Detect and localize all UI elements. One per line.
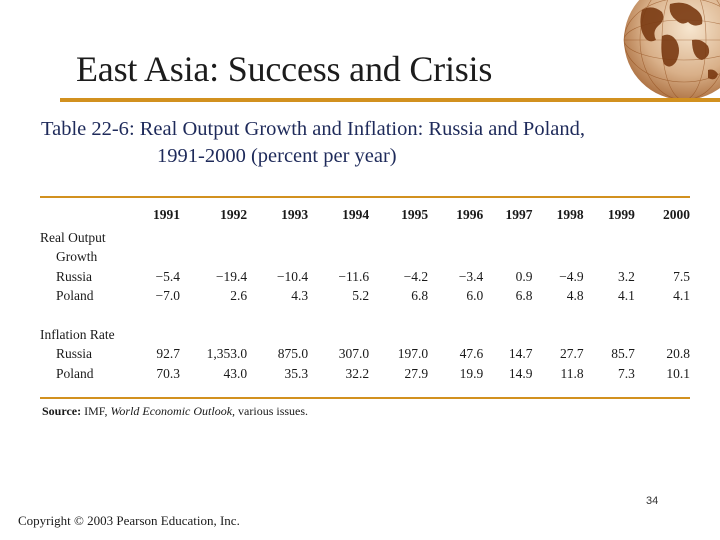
year-header: 1998	[556, 207, 584, 222]
source-org: IMF,	[84, 404, 108, 418]
table-cell: −4.9	[559, 268, 584, 284]
year-header: 1999	[607, 207, 635, 222]
table-cell: 10.1	[666, 365, 690, 381]
table-cell: 19.9	[459, 365, 484, 381]
caption-tag: Table 22-6	[41, 118, 129, 140]
table-cell: 11.8	[560, 365, 584, 381]
table-cell: 3.2	[617, 268, 635, 284]
table-cell: 70.3	[156, 365, 181, 381]
section-label-row: Inflation Rate	[40, 325, 690, 344]
table-cell: 20.8	[666, 346, 690, 362]
table-cell: 14.7	[508, 346, 533, 362]
table-cell: 307.0	[338, 346, 370, 362]
table-cell: −7.0	[155, 288, 181, 304]
table-bottom-rule	[40, 397, 690, 399]
row-label: Russia	[56, 268, 93, 284]
table-row: Russia 92.7 1,353.0 875.0 307.0 197.0 47…	[40, 344, 690, 363]
table-cell: −10.4	[276, 268, 309, 284]
page-number: 34	[646, 495, 659, 507]
header-row: 1991 1992 1993 1994 1995 1996 1997 1998 …	[40, 204, 690, 228]
table-cell: 2.6	[230, 288, 248, 304]
section-label-row: Real Output	[40, 228, 690, 247]
year-header: 2000	[663, 207, 690, 222]
year-header: 1994	[342, 207, 370, 222]
header-blank	[40, 204, 129, 228]
table-row: Poland 70.3 43.0 35.3 32.2 27.9 19.9 14.…	[40, 364, 690, 383]
caption-line-2: 1991-2000 (percent per year)	[157, 145, 397, 167]
section-label: Real Output	[40, 230, 106, 245]
table-cell: 4.3	[291, 288, 309, 304]
row-label: Russia	[56, 346, 93, 362]
table-cell: 14.9	[508, 365, 533, 381]
year-header: 1993	[281, 207, 309, 222]
table-cell: 0.9	[515, 268, 533, 284]
spacer-cell	[40, 306, 690, 325]
table-cell: 4.8	[566, 288, 584, 304]
table-cell: 6.0	[466, 288, 484, 304]
table-cell: 1,353.0	[206, 346, 248, 362]
title-divider	[60, 98, 720, 102]
source-rest: various issues.	[238, 404, 309, 418]
table-cell: −19.4	[215, 268, 248, 284]
table-caption: Table 22-6: Real Output Growth and Infla…	[41, 116, 585, 170]
table-row: Russia −5.4 −19.4 −10.4 −11.6 −4.2 −3.4 …	[40, 267, 690, 286]
year-header: 1991	[153, 207, 181, 222]
section-label: Inflation Rate	[40, 327, 115, 343]
data-table: 1991 1992 1993 1994 1995 1996 1997 1998 …	[40, 204, 690, 383]
table-cell: 27.9	[404, 365, 429, 381]
table-cell: 197.0	[397, 346, 429, 362]
year-header: 1995	[401, 207, 429, 222]
section-label-row: Growth	[40, 247, 690, 266]
table-cell: −4.2	[403, 268, 429, 284]
table-top-rule	[40, 196, 690, 198]
source-label: Source:	[42, 404, 82, 418]
table-cell: 27.7	[560, 346, 584, 362]
table-cell: −11.6	[338, 268, 370, 284]
spacer-row	[40, 306, 690, 325]
table-cell: 875.0	[277, 346, 309, 362]
table-cell: 4.1	[617, 288, 635, 304]
table-cell: 4.1	[673, 288, 690, 304]
slide-title: East Asia: Success and Crisis	[76, 49, 493, 89]
table-cell: 85.7	[611, 346, 635, 362]
table-cell: 32.2	[345, 365, 370, 381]
year-header: 1996	[456, 207, 484, 222]
table-cell: 47.6	[459, 346, 484, 362]
source-publication: World Economic Outlook,	[110, 404, 236, 418]
year-header: 1992	[220, 207, 248, 222]
table-cell: −3.4	[458, 268, 484, 284]
year-header: 1997	[505, 207, 533, 222]
table-row: Poland −7.0 2.6 4.3 5.2 6.8 6.0 6.8 4.8 …	[40, 286, 690, 305]
table-cell: 6.8	[411, 288, 429, 304]
table-cell: 92.7	[156, 346, 181, 362]
row-label: Poland	[56, 288, 94, 304]
table-cell: 35.3	[284, 365, 309, 381]
table-cell: 7.5	[673, 268, 690, 284]
globe-icon	[623, 0, 720, 100]
caption-line-1: : Real Output Growth and Inflation: Russ…	[128, 118, 586, 140]
copyright-notice: Copyright © 2003 Pearson Education, Inc.	[18, 513, 240, 528]
section-label: Growth	[56, 249, 98, 265]
table-cell: 5.2	[352, 288, 370, 304]
table-cell: −5.4	[155, 268, 181, 284]
row-label: Poland	[56, 365, 94, 381]
source-note: Source: IMF, World Economic Outlook, var…	[42, 404, 308, 419]
table-cell: 7.3	[617, 365, 635, 381]
table-cell: 6.8	[515, 288, 533, 304]
table-cell: 43.0	[223, 365, 248, 381]
